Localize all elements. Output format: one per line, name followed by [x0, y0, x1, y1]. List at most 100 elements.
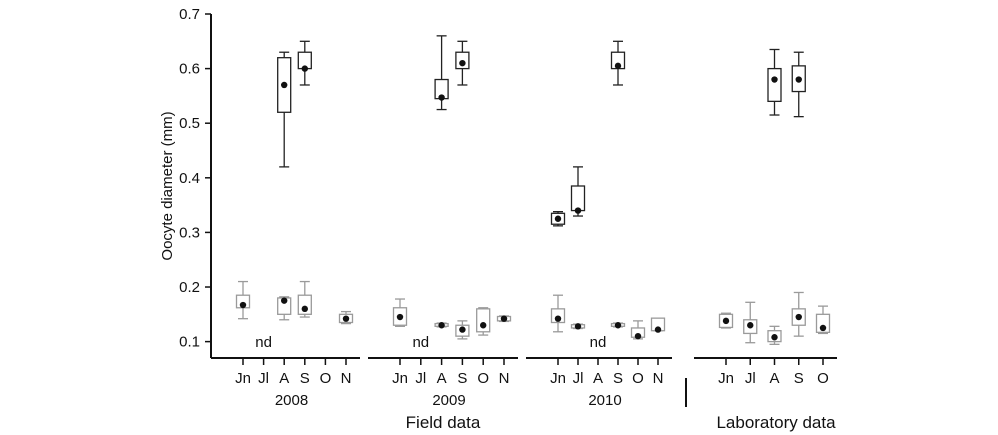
- boxplot-2009-s: [455, 320, 470, 340]
- y-tick-label: 0.2: [179, 279, 200, 296]
- month-label: A: [593, 370, 603, 387]
- boxplot-2008-n: [338, 310, 354, 325]
- boxplot-lab-s: [791, 51, 806, 118]
- month-label: S: [794, 370, 804, 387]
- month-label: S: [300, 370, 310, 387]
- mean-point: [301, 305, 308, 313]
- boxplot-2008-jn: [235, 280, 251, 320]
- mean-point: [654, 326, 662, 333]
- month-label: Jn: [392, 370, 408, 387]
- month-label: S: [457, 370, 467, 387]
- month-label: O: [817, 370, 829, 387]
- month-label: Jn: [718, 370, 734, 387]
- mean-point: [614, 322, 622, 329]
- mean-point: [281, 81, 288, 89]
- mean-point: [771, 334, 778, 341]
- axis-layer: [205, 13, 837, 407]
- boxplot-2008-s: [297, 40, 312, 86]
- boxplot-2010-jl: [570, 166, 586, 217]
- boxplot-lab-a: [767, 48, 782, 116]
- mean-point: [459, 326, 466, 333]
- mean-point: [396, 313, 404, 321]
- mean-point: [480, 322, 487, 329]
- boxplot-2008-a: [277, 296, 292, 321]
- y-tick-label: 0.1: [179, 334, 200, 351]
- mean-point: [281, 297, 288, 304]
- mean-point: [438, 94, 445, 101]
- boxplot-2009-s: [455, 40, 470, 86]
- label-layer: 0.1 0.2 0.3 0.4 0.5 0.6 0.7 Oocyte diameter (mm…: [159, 6, 836, 432]
- boxplot-2009-jn: [392, 298, 408, 327]
- boxplot-2009-a: [434, 35, 449, 111]
- mean-point: [819, 324, 827, 332]
- mean-point: [554, 215, 562, 222]
- month-label: Jl: [573, 370, 584, 387]
- year-label: 2010: [588, 392, 621, 409]
- month-label: S: [613, 370, 623, 387]
- boxplot-2010-jn: [550, 294, 566, 333]
- laboratory-data-label: Laboratory data: [716, 413, 836, 432]
- box-body: [767, 67, 782, 103]
- box-body: [476, 308, 491, 333]
- month-label: A: [769, 370, 779, 387]
- boxplot-2010-n: [650, 317, 666, 333]
- month-label: N: [341, 370, 352, 387]
- mean-point: [574, 207, 582, 214]
- month-label: A: [279, 370, 289, 387]
- month-label: Jl: [745, 370, 756, 387]
- y-tick-label: 0.7: [179, 6, 200, 23]
- month-label: O: [632, 370, 644, 387]
- mean-point: [771, 76, 778, 83]
- mean-point: [239, 301, 247, 309]
- boxplot-lab-jl: [743, 301, 758, 344]
- y-axis-label: Oocyte diameter (mm): [159, 111, 176, 260]
- year-label: 2009: [432, 392, 465, 409]
- month-label: Jn: [550, 370, 566, 387]
- month-label: N: [653, 370, 664, 387]
- boxplot-lab-s: [791, 291, 806, 337]
- box-body: [815, 313, 831, 333]
- mean-point: [722, 317, 730, 325]
- mean-point: [459, 59, 466, 67]
- box-body: [570, 185, 586, 212]
- mean-point: [554, 315, 562, 322]
- mean-point: [795, 76, 802, 83]
- boxplot-2009-a: [434, 322, 449, 329]
- month-label: O: [477, 370, 489, 387]
- y-tick-label: 0.3: [179, 224, 200, 241]
- boxplot-2009-n: [496, 315, 512, 323]
- boxplot-2010-jn: [550, 211, 566, 227]
- mean-point: [438, 322, 445, 329]
- month-label: N: [499, 370, 510, 387]
- boxplot-2010-s: [610, 322, 626, 329]
- boxplot-2010-jl: [570, 323, 586, 330]
- y-tick-label: 0.4: [179, 170, 200, 187]
- month-label: Jl: [415, 370, 426, 387]
- mean-point: [574, 323, 582, 330]
- year-label: 2008: [275, 392, 308, 409]
- mean-point: [634, 332, 642, 340]
- boxplot-2008-s: [297, 280, 312, 318]
- boxplot-lab-jn: [718, 312, 734, 329]
- mean-point: [795, 313, 802, 321]
- y-tick-label: 0.6: [179, 61, 200, 78]
- boxplot-lab-a: [767, 325, 782, 345]
- month-label: Jn: [235, 370, 251, 387]
- month-label: A: [437, 370, 447, 387]
- field-data-label: Field data: [406, 413, 481, 432]
- box-body: [297, 294, 312, 315]
- mean-point: [614, 62, 622, 70]
- mean-point: [747, 322, 754, 329]
- boxplot-2010-s: [610, 40, 626, 86]
- mean-point: [301, 65, 308, 72]
- boxplot-2010-o: [630, 320, 646, 340]
- no-data-label: nd: [590, 334, 607, 351]
- month-label: O: [320, 370, 332, 387]
- no-data-label: nd: [412, 334, 429, 351]
- month-label: Jl: [258, 370, 269, 387]
- mean-point: [500, 315, 508, 322]
- boxplot-2009-o: [476, 307, 491, 336]
- no-data-label: nd: [255, 334, 272, 351]
- box-layer: [235, 35, 831, 345]
